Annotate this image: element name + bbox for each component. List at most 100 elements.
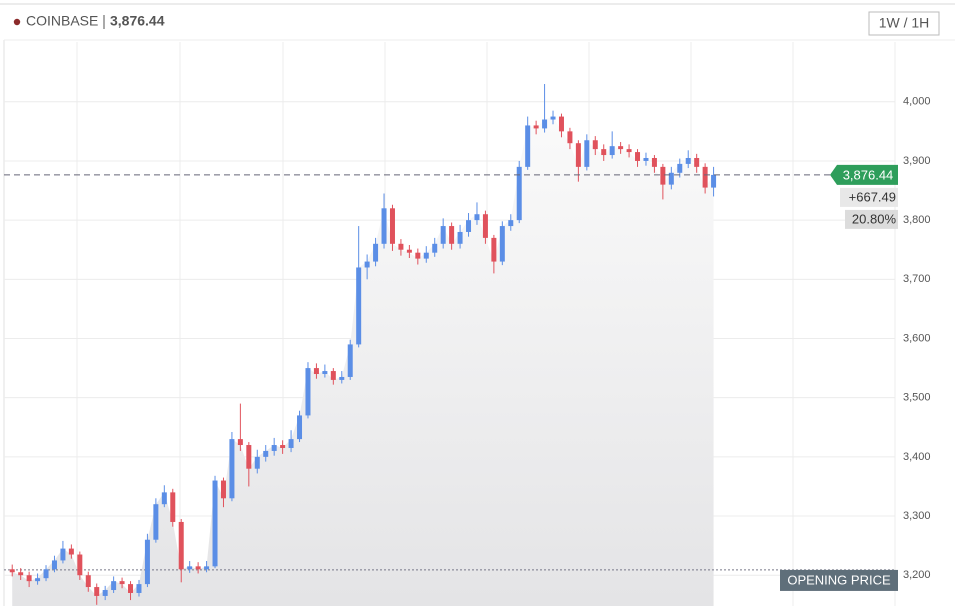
candle-body [643,157,649,161]
candle-body [94,587,100,596]
candle-body [77,554,83,576]
candle-body [592,140,598,150]
candle-body [651,157,657,167]
last-price-label: 3,876.44 [843,167,894,182]
candle-body [415,252,421,259]
candle-body [575,143,581,167]
candle-body [516,166,522,221]
candle-body [626,149,632,153]
symbol-name: COINBASE [26,13,98,29]
candle-body [60,548,66,561]
y-tick-label: 3,800 [903,214,931,226]
candle-body [26,575,32,582]
candle-body [195,566,201,570]
candle-body [144,539,150,585]
candle-body [567,131,573,144]
candle-body [212,480,218,567]
candle-body [246,445,252,469]
candle-body [102,590,108,596]
candle-body [330,371,336,380]
candle-body [694,157,700,167]
candle-body [711,174,717,188]
candle-body [389,208,395,244]
candle-body [677,163,683,173]
y-tick-label: 3,300 [903,510,931,522]
y-tick-label: 3,900 [903,155,931,167]
candle-body [347,344,353,377]
candle-body [220,480,226,499]
candle-body [161,492,167,505]
candle-body [288,439,294,448]
candle-body [601,149,607,156]
candle-body [271,445,277,451]
y-tick-label: 3,700 [903,273,931,285]
candle-body [457,231,463,244]
candle-body [18,572,24,576]
candle-body [466,220,472,232]
last-price-tag [830,164,898,185]
symbol-dot [13,18,21,26]
candle-body [660,166,666,185]
candle-body [406,249,412,253]
candle-body [449,226,455,244]
y-tick-label: 3,200 [903,569,931,581]
candle-body [43,569,49,579]
interval-label[interactable]: 1W / 1H [879,15,930,31]
y-tick-label: 3,400 [903,451,931,463]
candle-body [558,116,564,132]
candle-body [635,152,641,161]
candle-body [305,368,311,416]
candle-body [204,566,210,570]
change-percent-box [845,209,898,229]
candle-body [584,140,590,167]
candle-body [423,252,429,259]
candle-body [542,119,548,129]
candle-body [685,157,691,164]
candle-body [339,376,345,380]
candle-body [499,226,505,262]
y-tick-label: 3,500 [903,392,931,404]
candle-body [482,214,488,238]
candle-body [51,560,57,570]
candle-body [432,243,438,253]
candle-body [178,521,184,570]
candle-body [702,166,708,188]
opening-price-box [780,569,898,591]
candle-body [9,569,15,573]
candle-body [68,548,74,555]
candle-body [263,450,269,457]
candle-body [170,492,176,522]
candle-body [229,439,235,499]
candle-body [313,368,319,375]
candle-body [440,226,446,244]
interval-button[interactable] [868,11,940,36]
change-label: +667.49 [849,189,896,204]
candle-body [237,439,243,446]
candle-body [474,214,480,221]
y-tick-label: 3,600 [903,332,931,344]
change-percent-label: 20.80% [852,211,897,226]
candle-body [668,172,674,185]
candle-body [550,116,556,120]
opening-price-label: OPENING PRICE [787,572,891,587]
candle-body [280,445,286,448]
candle-body [533,125,539,129]
header-price: 3,876.44 [110,13,165,29]
candle-body [609,146,615,156]
candle-body [356,267,362,345]
candle-body [297,415,303,440]
candle-body [322,371,328,375]
price-area [12,116,714,606]
candle-body [381,208,387,244]
candle-body [618,146,624,150]
candle-body [35,578,41,582]
candle-body [136,584,142,593]
candle-body [111,581,117,591]
candle-body [254,456,260,469]
change-box [840,187,898,207]
candle-body [364,261,370,268]
candle-body [373,243,379,262]
candle-body [85,575,91,588]
candle-body [153,504,159,540]
